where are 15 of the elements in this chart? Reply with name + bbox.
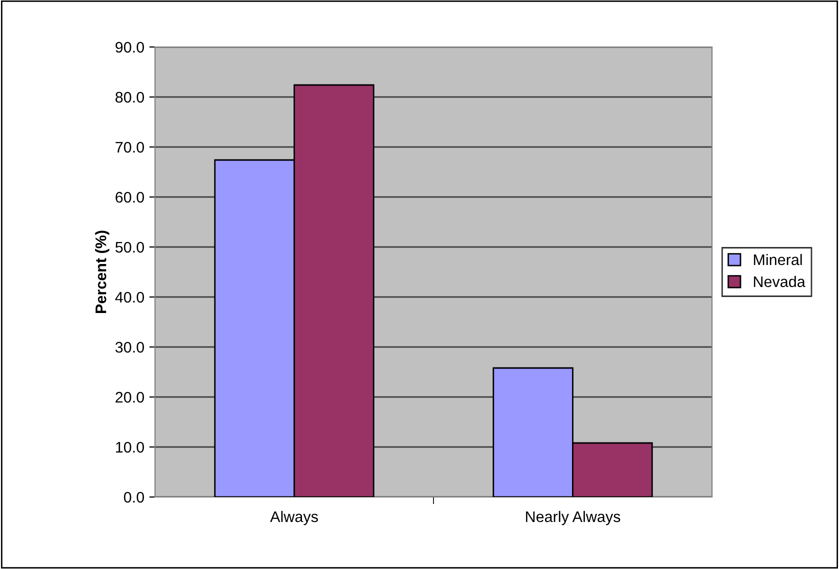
- legend-label: Nevada: [754, 276, 806, 288]
- y-tick-label: 50.0: [115, 242, 144, 253]
- y-axis-title: Percent (%): [95, 230, 110, 313]
- y-tick-label: 20.0: [116, 392, 144, 403]
- y-tick-label: 90.0: [116, 42, 144, 53]
- y-tick-label: 30.0: [115, 342, 144, 353]
- y-tick-label: 10.0: [116, 442, 144, 453]
- y-tick-label: 0.0: [124, 492, 144, 503]
- x-tick-label: Always: [270, 510, 318, 526]
- y-tick-label: 60.0: [116, 192, 144, 203]
- y-tick-label: 40.0: [115, 292, 144, 303]
- y-tick-label: 80.0: [116, 92, 144, 103]
- x-tick-label: Nearly Always: [526, 510, 620, 526]
- legend-label: Mineral: [754, 254, 802, 266]
- y-tick-label: 70.0: [116, 142, 144, 153]
